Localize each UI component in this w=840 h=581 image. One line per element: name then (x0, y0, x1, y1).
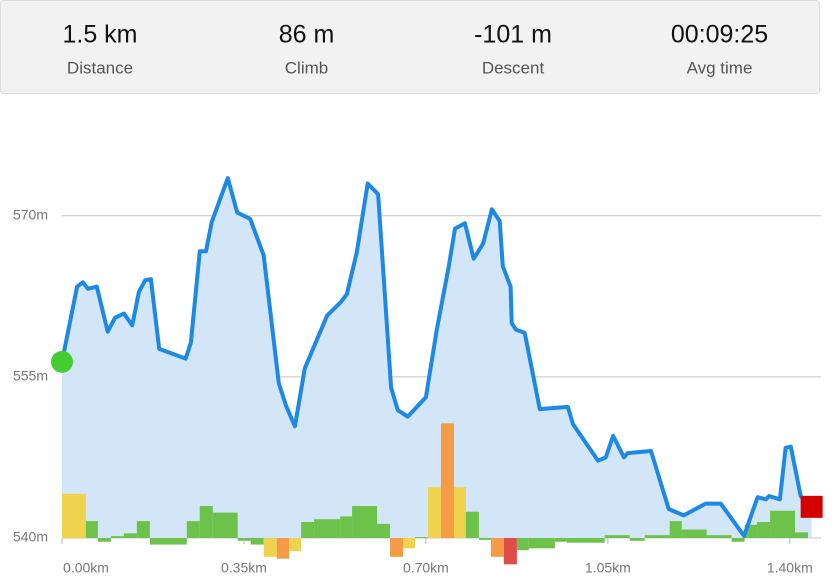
grade-bar (263, 538, 277, 557)
grade-bar (352, 506, 378, 538)
grade-bar (490, 538, 504, 557)
grade-bar (629, 538, 645, 541)
y-tick-label: 555m (13, 368, 48, 384)
grade-bar (110, 536, 124, 538)
y-tick-label: 570m (13, 206, 48, 222)
x-tick-label: 0.00km (63, 560, 109, 576)
grade-bar (301, 522, 315, 538)
grade-bar (528, 538, 555, 549)
elevation-area (62, 178, 812, 538)
x-tick-label: 1.05km (585, 560, 631, 576)
grade-bar (554, 538, 567, 542)
grade-bar (97, 538, 111, 542)
grade-bar (186, 521, 200, 538)
stat-value: 86 m (279, 21, 335, 49)
grade-bar (604, 535, 630, 538)
grade-bar (757, 522, 771, 538)
grade-bar (340, 516, 353, 538)
y-tick-label: 540m (13, 529, 48, 545)
grade-bar (795, 532, 809, 538)
grade-bar (681, 529, 707, 538)
grade-bar (199, 506, 213, 538)
grade-bar (390, 538, 404, 557)
grade-bar (644, 535, 670, 538)
grade-bar (123, 533, 137, 538)
grade-bar (62, 493, 86, 538)
stat-label: Avg time (687, 58, 753, 77)
x-tick-label: 1.40km (767, 560, 813, 576)
grade-bar (276, 538, 290, 559)
start-marker (51, 350, 73, 373)
grade-bar (427, 487, 441, 538)
stat-label: Distance (67, 58, 133, 77)
grade-bar (453, 487, 466, 538)
grade-bar (478, 538, 491, 540)
grade-bar (314, 519, 341, 538)
stat-value: -101 m (474, 21, 552, 49)
stat-label: Climb (285, 58, 328, 77)
grade-bar (85, 521, 98, 538)
grade-bar (149, 538, 187, 545)
grade-bar (250, 538, 264, 545)
grade-bar (212, 512, 238, 538)
grade-bar (414, 537, 428, 538)
stat-value: 1.5 km (62, 21, 137, 49)
grade-bar (669, 521, 682, 538)
grade-bar (770, 510, 796, 538)
grade-bar (706, 535, 732, 538)
grade-bar (465, 511, 479, 538)
grade-bar (377, 523, 391, 538)
x-tick-label: 0.35km (221, 560, 267, 576)
grade-bar (136, 521, 150, 538)
grade-bar (289, 538, 302, 552)
grade-bar (440, 423, 454, 538)
stat-label: Descent (482, 58, 545, 77)
elevation-line (60, 176, 814, 538)
grade-bar (566, 538, 605, 543)
stats-panel (0, 0, 820, 94)
grade-bar (516, 538, 529, 551)
grade-bar (503, 538, 517, 565)
stat-value: 00:09:25 (671, 21, 768, 49)
grade-bar (403, 538, 415, 549)
x-tick-label: 0.70km (403, 560, 449, 576)
grade-bar (731, 538, 745, 542)
end-marker (800, 495, 823, 518)
